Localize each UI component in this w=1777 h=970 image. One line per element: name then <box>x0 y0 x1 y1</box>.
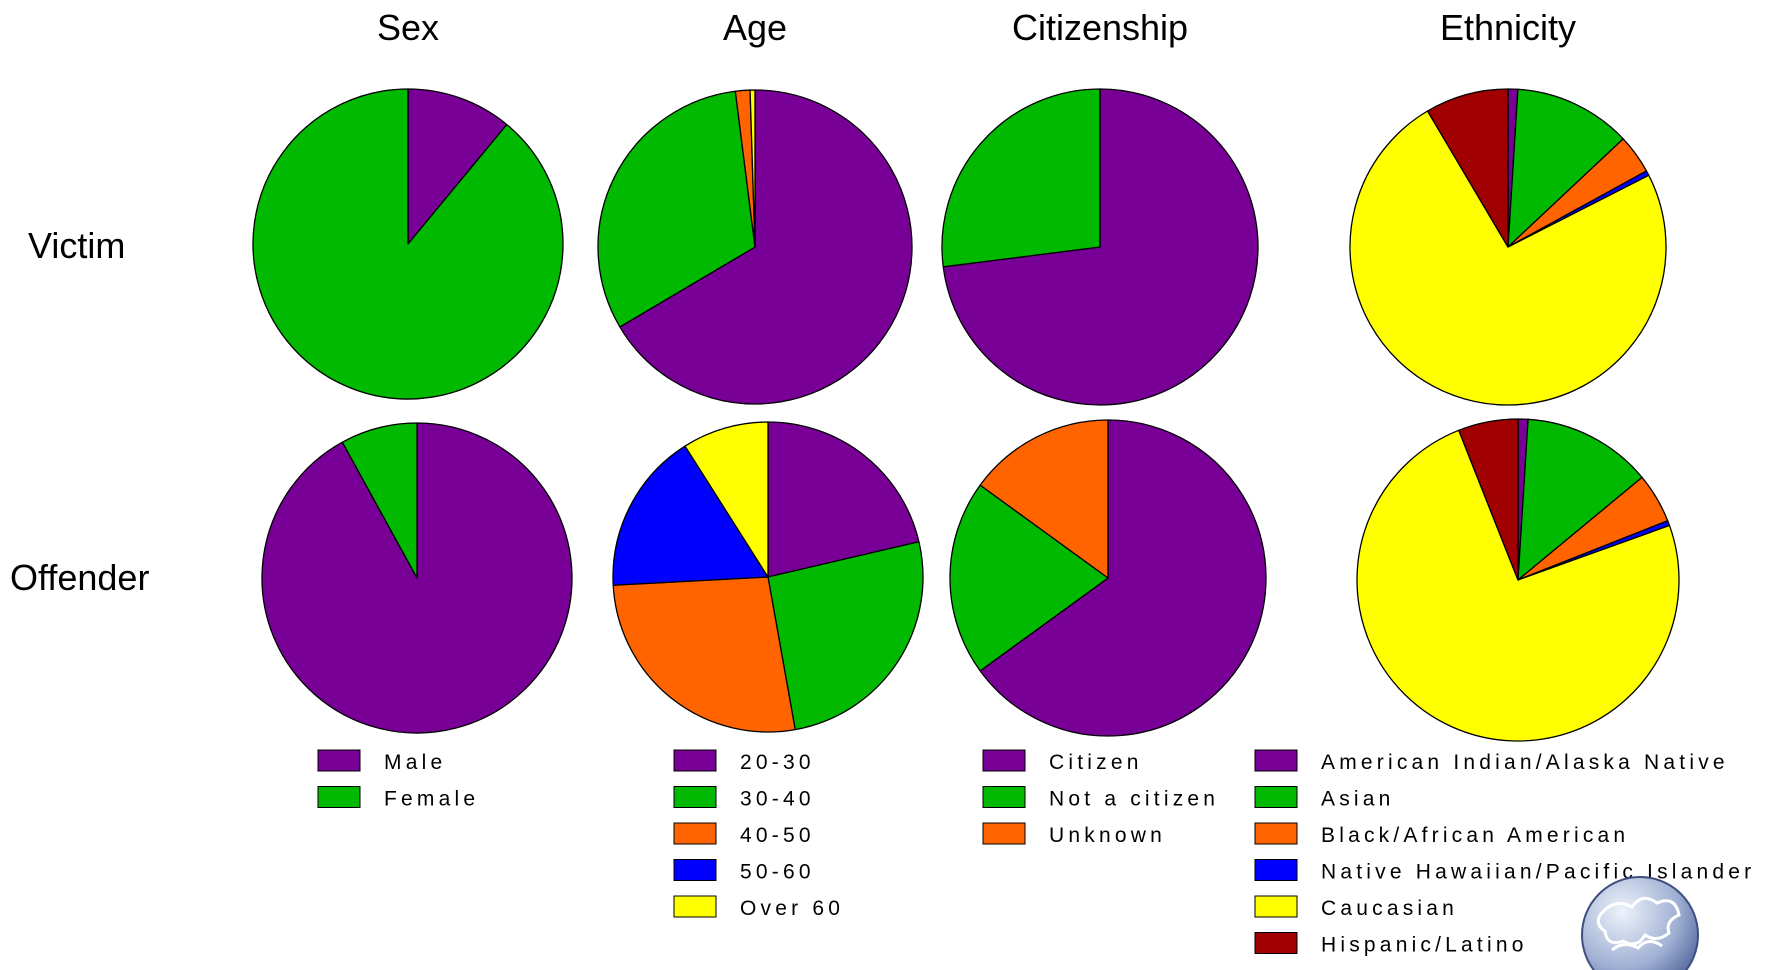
pie-slice-age-victim-over-60 <box>749 89 756 248</box>
legend-label-30-40: 30-40 <box>740 788 815 811</box>
legend-swatch-not-a-citizen <box>982 786 1026 808</box>
legend-swatch-female <box>317 786 361 808</box>
legend-swatch-20-30 <box>673 749 717 772</box>
column-title-age: Age <box>723 7 787 48</box>
pie-slice-citizenship-offender-unknown <box>979 419 1109 579</box>
pie-slice-age-victim-20-30 <box>619 89 913 405</box>
pie-slice-ethnicity-offender-caucasian <box>1356 429 1680 742</box>
pie-slice-age-offender-40-50 <box>612 576 796 733</box>
pie-slice-ethnicity-victim-caucasian <box>1349 110 1667 406</box>
legend-swatch-50-60 <box>673 859 717 881</box>
legend-label-citizen: Citizen <box>1049 751 1143 774</box>
pie-slice-ethnicity-victim-asian <box>1507 88 1624 248</box>
pie-slice-age-offender-30-40 <box>767 541 924 731</box>
legend-swatch-40-50 <box>673 822 717 845</box>
pie-slice-age-offender-over-60 <box>684 421 769 578</box>
legend-label-20-30: 20-30 <box>740 751 815 774</box>
legend-area: Male Female 20-30 30-40 40-50 50-60 Over 60 Cit… <box>317 749 1755 957</box>
legend-label-asian: Asian <box>1321 788 1395 811</box>
legend-label-male: Male <box>384 751 446 774</box>
legend-swatch-male <box>317 749 361 772</box>
legend-label-black-african-american: Black/African American <box>1321 824 1629 847</box>
legend-swatch-hispanic-latino <box>1254 932 1298 954</box>
pie-slice-ethnicity-victim-hispanic-latino <box>1426 88 1509 248</box>
legend-swatch-citizen <box>982 749 1026 772</box>
legend-label-caucasian: Caucasian <box>1321 897 1458 920</box>
pie-slice-age-offender-20-30 <box>767 421 920 578</box>
legend-label-hispanic-latino: Hispanic/Latino <box>1321 934 1528 957</box>
legend-swatch-native-hawaiian-pacific-islander <box>1254 859 1298 881</box>
legend-label-not-a-citizen: Not a citizen <box>1049 788 1219 811</box>
legend-swatch-over-60 <box>673 895 717 918</box>
pie-slice-citizenship-offender-citizen <box>979 419 1267 737</box>
legend-label-native-hawaiian-pacific-islander: Native Hawaiian/Pacific Islander <box>1321 861 1755 884</box>
legend-swatch-american-indian-alaska-native <box>1254 749 1298 772</box>
legend-label-unknown: Unknown <box>1049 824 1166 847</box>
row-label-offender: Offender <box>10 557 149 598</box>
legend-swatch-unknown <box>982 822 1026 845</box>
legend-swatch-caucasian <box>1254 895 1298 918</box>
legend-swatch-30-40 <box>673 786 717 808</box>
pie-slice-citizenship-victim-not-a-citizen <box>941 88 1101 268</box>
legend-swatch-black-african-american <box>1254 822 1298 845</box>
legend-label-50-60: 50-60 <box>740 861 815 884</box>
column-title-ethnicity: Ethnicity <box>1440 7 1576 48</box>
pie-slice-citizenship-offender-not-a-citizen <box>949 484 1109 672</box>
legend-label-american-indian-alaska-native: American Indian/Alaska Native <box>1321 751 1729 774</box>
legend-swatch-asian <box>1254 786 1298 808</box>
pie-slice-sex-offender-female <box>341 422 418 579</box>
legend-label-over-60: Over 60 <box>740 897 844 920</box>
pie-slice-ethnicity-offender-asian <box>1517 418 1643 581</box>
pie-slice-age-offender-50-60 <box>612 445 769 586</box>
pie-slice-sex-victim-male <box>407 88 508 245</box>
column-title-sex: Sex <box>377 7 439 48</box>
legend-label-40-50: 40-50 <box>740 824 815 847</box>
row-label-victim: Victim <box>28 225 125 266</box>
column-title-citizenship: Citizenship <box>1012 7 1188 48</box>
puzzle-globe-icon <box>1581 876 1699 970</box>
pie-slice-sex-victim-female <box>252 88 564 400</box>
pie-slice-ethnicity-offender-hispanic-latino <box>1458 418 1519 581</box>
legend-label-female: Female <box>384 788 479 811</box>
pie-area <box>252 88 1680 742</box>
pie-slice-age-victim-30-40 <box>597 90 756 328</box>
